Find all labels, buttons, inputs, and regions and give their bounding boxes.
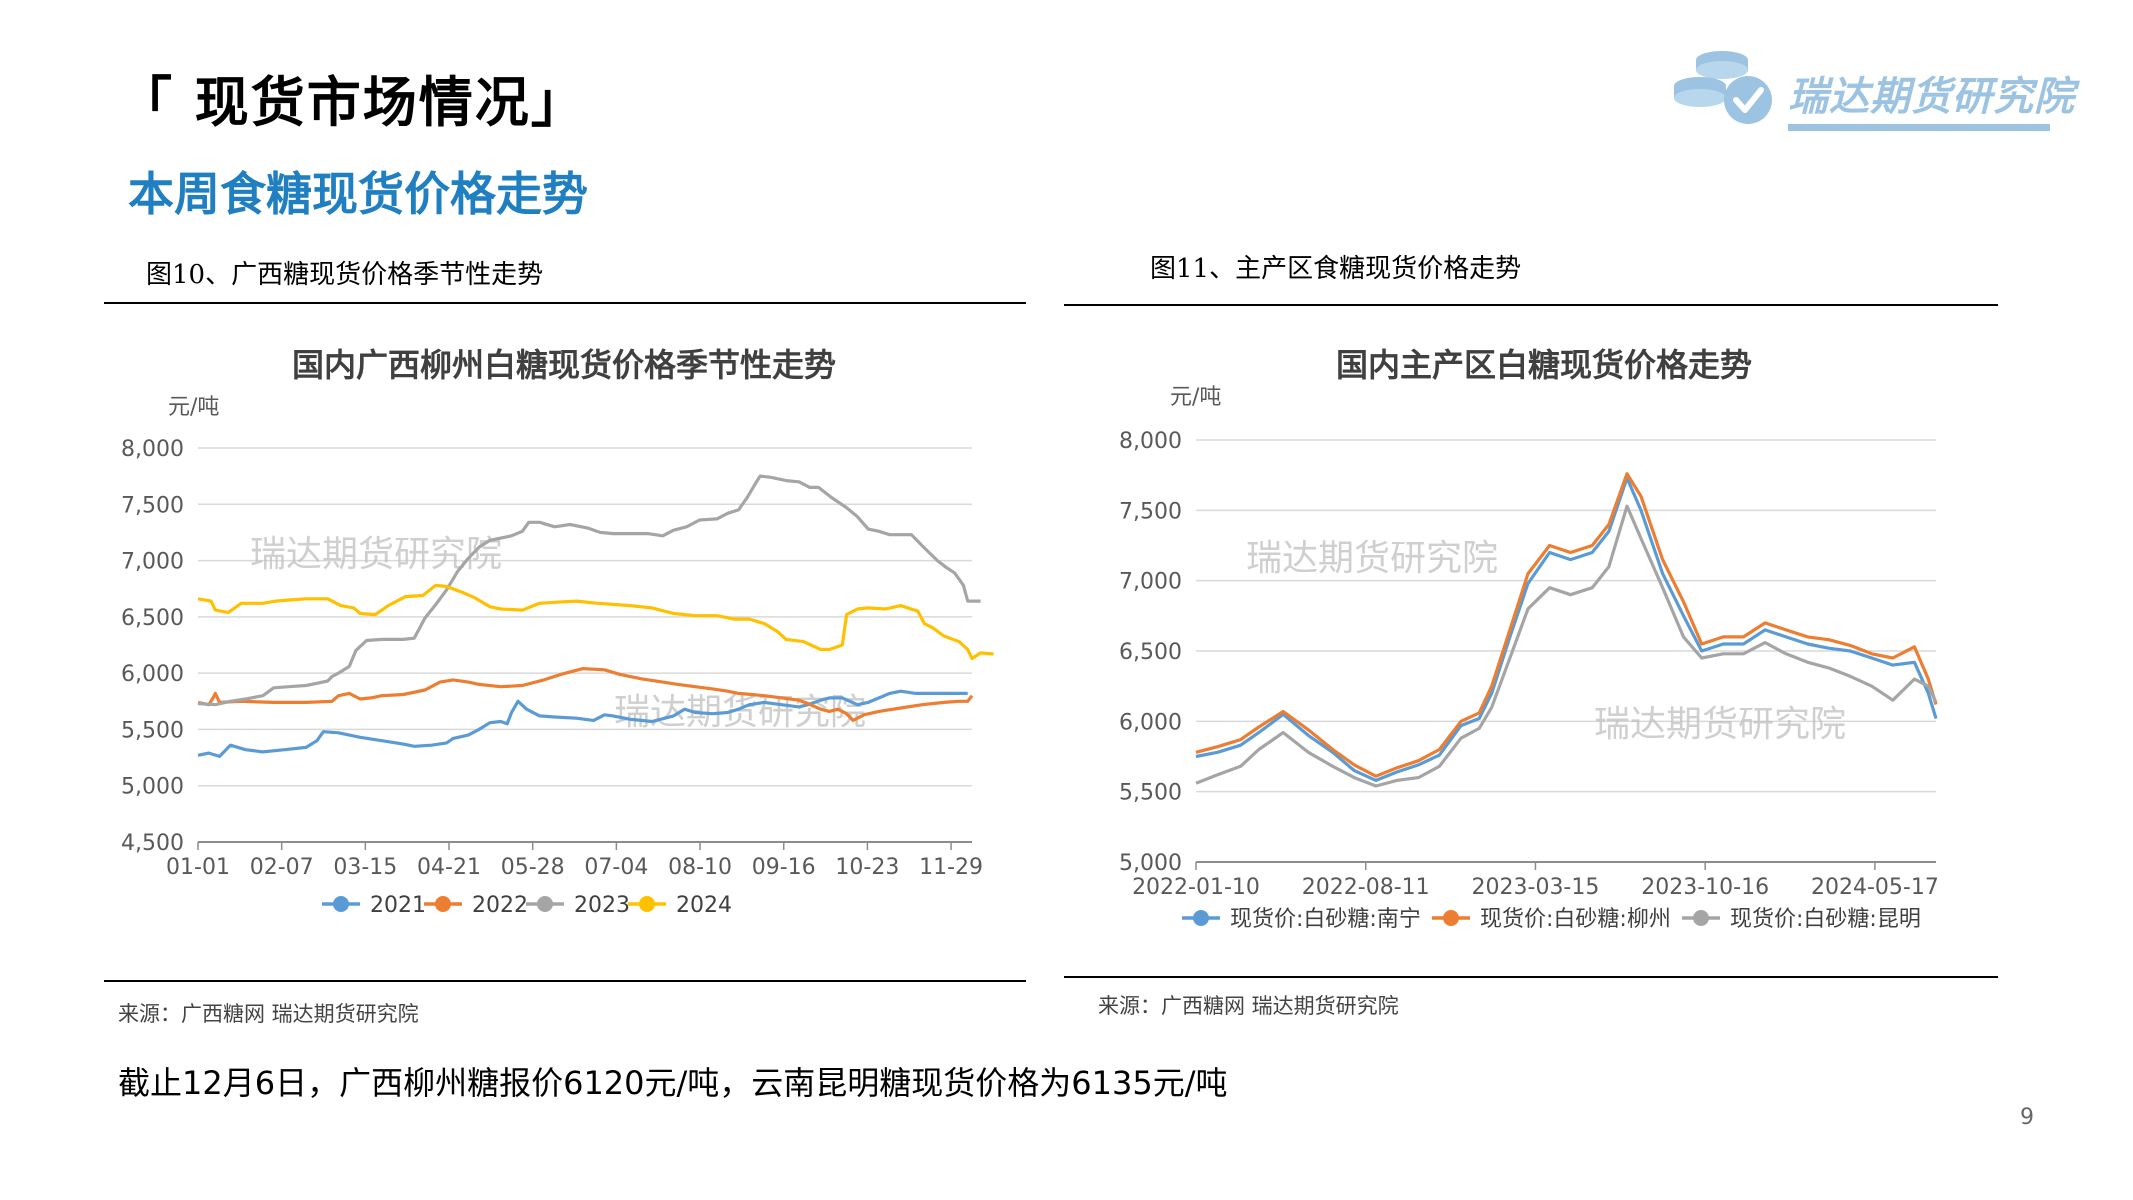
section-title: 「 现货市场情况」 bbox=[118, 71, 587, 134]
series-line-现货价:白砂糖:南宁 bbox=[1195, 476, 1938, 782]
watermark-text: 瑞达期货研究院 bbox=[1246, 538, 1498, 579]
legend-swatch-dot bbox=[1443, 910, 1459, 926]
legend-label: 2022 bbox=[472, 893, 528, 918]
figure-10-caption: 图10、广西糖现货价格季节性走势 bbox=[146, 260, 544, 290]
y-tick-label: 6,500 bbox=[121, 606, 184, 631]
figure-11-caption: 图11、主产区食糖现货价格走势 bbox=[1150, 254, 1522, 284]
x-tick-label: 01-01 bbox=[166, 855, 230, 880]
legend-swatch-dot bbox=[537, 896, 553, 912]
x-tick-label: 2022-08-11 bbox=[1302, 875, 1430, 900]
x-tick-label: 2023-03-15 bbox=[1472, 875, 1600, 900]
y-tick-label: 6,000 bbox=[121, 662, 184, 687]
x-tick-label: 10-23 bbox=[835, 855, 899, 880]
series-line-2021 bbox=[197, 689, 968, 758]
bottom-note: 截止12月6日，广西柳州糖报价6120元/吨，云南昆明糖现货价格为6135元/吨 bbox=[118, 1064, 1228, 1102]
y-tick-label: 4,500 bbox=[121, 831, 184, 856]
figure-10-bottom-rule bbox=[104, 980, 1026, 982]
y-axis-unit: 元/吨 bbox=[168, 395, 219, 420]
x-tick-label: 08-10 bbox=[668, 855, 732, 880]
y-tick-label: 5,000 bbox=[1119, 851, 1182, 876]
legend-swatch-dot bbox=[1693, 910, 1709, 926]
x-tick-label: 2023-10-16 bbox=[1641, 875, 1769, 900]
coin-stack-icon bbox=[1674, 51, 1772, 124]
y-axis-unit: 元/吨 bbox=[1170, 385, 1221, 410]
figure-11-bottom-rule bbox=[1064, 976, 1998, 978]
page-number: 9 bbox=[2020, 1105, 2034, 1130]
y-tick-label: 7,500 bbox=[121, 493, 184, 518]
figure-10-source: 来源：广西糖网 瑞达期货研究院 bbox=[118, 1002, 419, 1026]
x-tick-label: 04-21 bbox=[417, 855, 481, 880]
y-tick-label: 7,500 bbox=[1119, 499, 1182, 524]
logo-text: 瑞达期货研究院 bbox=[1788, 74, 2075, 120]
chart-title: 国内主产区白糖现货价格走势 bbox=[1336, 346, 1752, 384]
x-tick-label: 03-15 bbox=[333, 855, 397, 880]
chart-title: 国内广西柳州白糖现货价格季节性走势 bbox=[292, 346, 836, 384]
series-line-现货价:白砂糖:昆明 bbox=[1195, 504, 1938, 788]
y-tick-label: 5,500 bbox=[121, 718, 184, 743]
company-logo: 瑞达期货研究院 bbox=[1670, 44, 2074, 140]
y-tick-label: 8,000 bbox=[1119, 429, 1182, 454]
figure-11-source: 来源：广西糖网 瑞达期货研究院 bbox=[1098, 994, 1399, 1018]
legend-label: 现货价:白砂糖:南宁 bbox=[1230, 907, 1421, 932]
legend-swatch-dot bbox=[1193, 910, 1209, 926]
x-tick-label: 11-29 bbox=[919, 855, 983, 880]
y-tick-label: 8,000 bbox=[121, 437, 184, 462]
legend-label: 2024 bbox=[676, 893, 732, 918]
legend-swatch-dot bbox=[333, 896, 349, 912]
y-tick-label: 5,500 bbox=[1119, 781, 1182, 806]
series-line-现货价:白砂糖:柳州 bbox=[1195, 472, 1938, 778]
logo-underline bbox=[1788, 124, 2050, 131]
x-tick-label: 02-07 bbox=[250, 855, 314, 880]
watermark-text: 瑞达期货研究院 bbox=[250, 534, 502, 575]
x-tick-label: 05-28 bbox=[501, 855, 565, 880]
x-tick-label: 09-16 bbox=[752, 855, 816, 880]
x-tick-label: 07-04 bbox=[584, 855, 648, 880]
page-subtitle: 本周食糖现货价格走势 bbox=[128, 167, 588, 221]
legend-label: 现货价:白砂糖:昆明 bbox=[1730, 907, 1921, 932]
legend-label: 2023 bbox=[574, 893, 630, 918]
legend-swatch-dot bbox=[639, 896, 655, 912]
y-tick-label: 6,000 bbox=[1119, 710, 1182, 735]
series-line-2022 bbox=[197, 667, 974, 722]
series-line-2024 bbox=[197, 583, 994, 661]
x-tick-label: 2024-05-17 bbox=[1811, 875, 1939, 900]
x-tick-label: 2022-01-10 bbox=[1132, 875, 1260, 900]
figure-10-top-rule bbox=[104, 302, 1026, 304]
y-tick-label: 5,000 bbox=[121, 775, 184, 800]
series-line-2023 bbox=[197, 474, 981, 707]
y-tick-label: 7,000 bbox=[1119, 570, 1182, 595]
y-tick-label: 7,000 bbox=[121, 550, 184, 575]
legend-swatch-dot bbox=[435, 896, 451, 912]
legend-label: 现货价:白砂糖:柳州 bbox=[1480, 907, 1671, 932]
legend-label: 2021 bbox=[370, 893, 426, 918]
y-tick-label: 6,500 bbox=[1119, 640, 1182, 665]
figure-11-top-rule bbox=[1064, 304, 1998, 306]
watermark-text: 瑞达期货研究院 bbox=[1594, 704, 1846, 745]
